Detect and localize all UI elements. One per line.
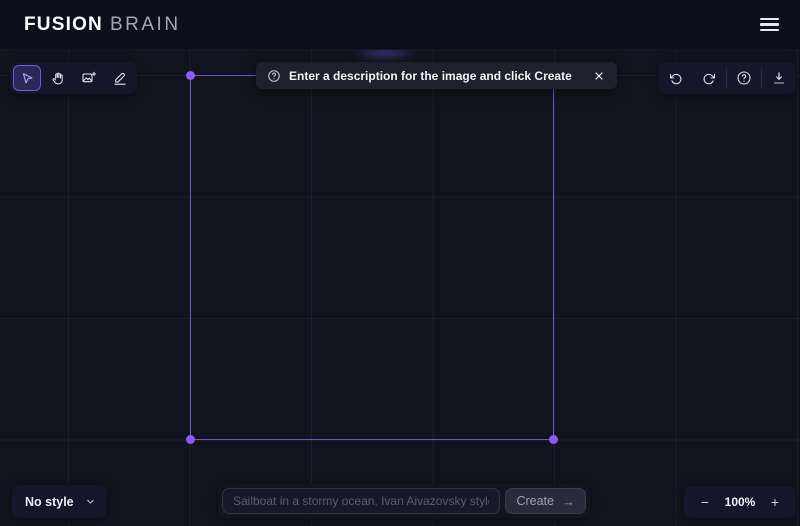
- style-selector[interactable]: No style: [12, 485, 107, 518]
- help-circle-icon: [736, 70, 752, 86]
- prompt-input[interactable]: [222, 488, 501, 514]
- logo-secondary: BRAIN: [109, 13, 181, 35]
- add-image-tool-button[interactable]: [75, 65, 103, 91]
- zoom-controls: − 100% +: [684, 486, 796, 518]
- app-header: FUSION BRAIN: [0, 0, 800, 50]
- create-button[interactable]: Create →: [505, 488, 586, 514]
- help-button[interactable]: [727, 62, 761, 94]
- selection-handle-top-left[interactable]: [186, 71, 195, 80]
- draw-tool-button[interactable]: [106, 65, 134, 91]
- style-selector-value: No style: [25, 494, 74, 509]
- tools-toolbar: [10, 62, 137, 94]
- undo-button[interactable]: [658, 62, 692, 94]
- prompt-panel: Create →: [218, 484, 590, 518]
- logo-primary: FUSION: [24, 13, 103, 35]
- app-logo: FUSION BRAIN: [24, 14, 181, 36]
- redo-icon: [702, 71, 717, 86]
- pan-tool-button[interactable]: [44, 65, 72, 91]
- actions-toolbar: [658, 62, 796, 94]
- selection-box[interactable]: [186, 71, 558, 444]
- toolbar-divider: [726, 68, 727, 88]
- redo-button[interactable]: [692, 62, 726, 94]
- cursor-icon: [20, 71, 35, 86]
- selection-handle-bottom-right[interactable]: [549, 435, 558, 444]
- undo-icon: [668, 71, 683, 86]
- download-button[interactable]: [762, 62, 796, 94]
- help-circle-icon: [267, 69, 281, 83]
- hamburger-icon[interactable]: [754, 10, 784, 40]
- pen-icon: [112, 70, 128, 86]
- select-tool-button[interactable]: [13, 65, 41, 91]
- create-button-label: Create: [516, 494, 554, 508]
- arrow-right-icon: →: [562, 493, 575, 509]
- add-image-icon: [81, 70, 97, 86]
- tooltip-text: Enter a description for the image and cl…: [289, 68, 572, 83]
- chevron-down-icon: [85, 496, 96, 507]
- canvas[interactable]: [0, 50, 800, 526]
- zoom-out-button[interactable]: −: [700, 494, 710, 510]
- toolbar-divider: [761, 68, 762, 88]
- tooltip: Enter a description for the image and cl…: [256, 62, 617, 89]
- download-icon: [771, 70, 787, 86]
- zoom-level: 100%: [724, 495, 756, 509]
- zoom-in-button[interactable]: +: [770, 494, 780, 510]
- close-icon[interactable]: [587, 64, 611, 88]
- selection-handle-bottom-left[interactable]: [186, 435, 195, 444]
- hand-icon: [51, 71, 66, 86]
